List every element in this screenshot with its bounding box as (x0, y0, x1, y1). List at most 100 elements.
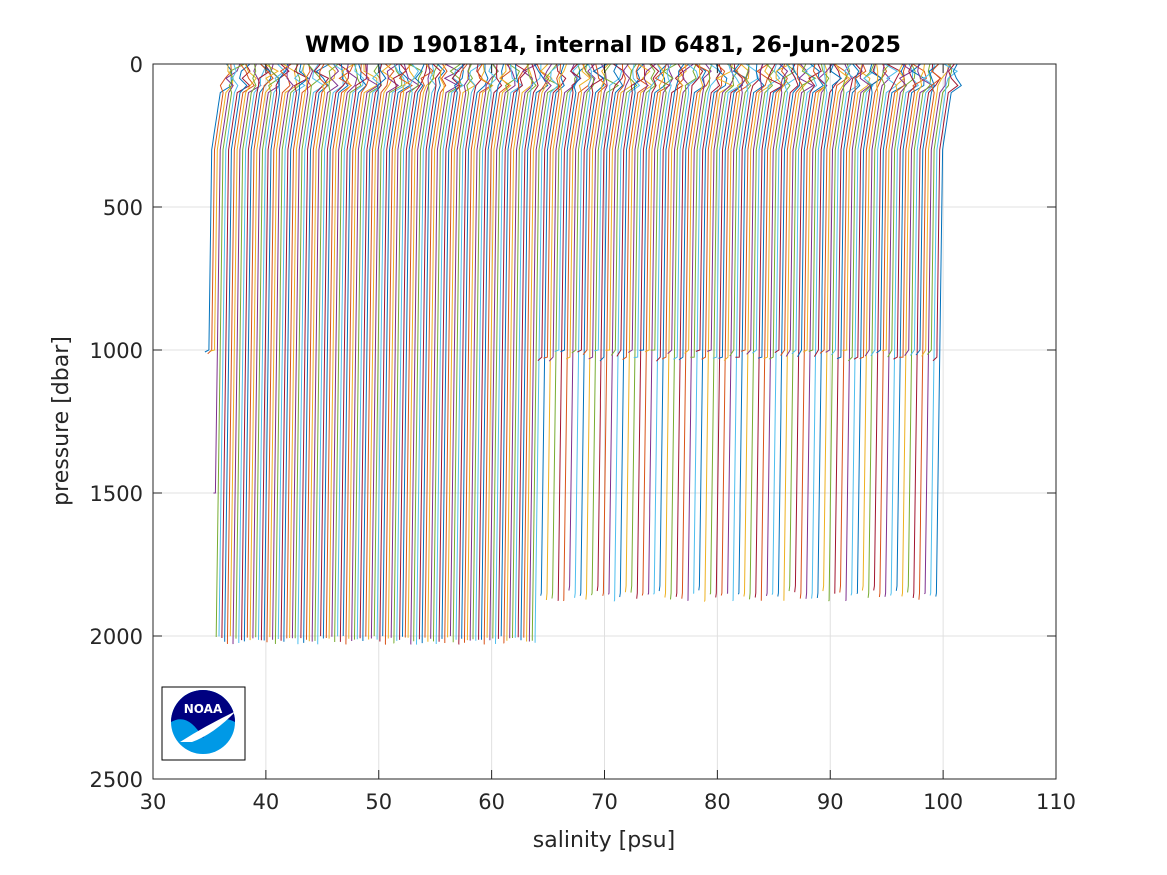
profile-line (260, 63, 290, 641)
profile-line (853, 63, 882, 360)
profile-line (568, 63, 596, 591)
profile-line (873, 63, 901, 591)
x-tick-label: 40 (253, 790, 280, 814)
profile-line (641, 63, 671, 596)
profile-line (387, 63, 416, 639)
profile-line (241, 63, 271, 641)
profile-line (633, 63, 662, 359)
profile-line (325, 63, 354, 638)
profile-line (585, 63, 609, 600)
profile-line (534, 63, 561, 643)
profile-line (351, 63, 380, 641)
profile-line (356, 63, 382, 640)
profile-line (670, 63, 697, 600)
profile-line (932, 63, 959, 362)
profile-line (320, 63, 350, 637)
profile-line (763, 63, 791, 360)
profile-line (447, 63, 476, 638)
y-tick-label: 2000 (90, 625, 143, 649)
profile-line (591, 63, 620, 596)
profile-line (639, 63, 668, 351)
profile-line (204, 63, 233, 353)
profile-line (882, 63, 905, 352)
profile-line (929, 63, 959, 596)
profile-line (252, 63, 280, 639)
x-tick-label: 110 (1036, 790, 1076, 814)
y-axis-label: pressure [dbar] (49, 336, 74, 506)
profile-line (703, 63, 734, 602)
profile-line (441, 63, 464, 639)
profile-line (218, 63, 239, 637)
profile-lines (204, 63, 962, 645)
profile-line (449, 63, 471, 637)
profile-line (808, 63, 830, 352)
profile-line (294, 63, 322, 639)
profile-line (723, 63, 750, 361)
profile-line (545, 63, 568, 601)
profile-line (494, 63, 523, 644)
profile-line (760, 63, 788, 601)
profile-line (799, 63, 827, 599)
profile-line (816, 63, 843, 599)
profile-line (599, 63, 624, 362)
profile-line (825, 63, 853, 353)
profile-line (486, 63, 512, 638)
profile-line (334, 63, 362, 642)
profile-line (475, 63, 498, 641)
profile-line (269, 63, 298, 638)
profile-line (732, 63, 760, 602)
profile-line (915, 63, 940, 356)
profile-line (712, 63, 742, 359)
profile-line (514, 63, 542, 638)
profile-line (410, 63, 431, 645)
profile-line (430, 63, 460, 639)
profile-line (774, 63, 799, 354)
profile-line (314, 63, 339, 641)
profile-line (884, 63, 914, 597)
x-tick-label: 90 (817, 790, 844, 814)
profile-line (656, 63, 684, 362)
profile-line (435, 63, 465, 645)
profile-line (861, 63, 879, 591)
profile-line (554, 63, 581, 352)
profile-line (797, 63, 824, 358)
profile-line (224, 63, 251, 642)
profile-line (709, 63, 739, 595)
profile-line (452, 63, 474, 643)
profile-line (681, 63, 711, 599)
profile-line (924, 63, 951, 595)
profile-line (376, 63, 406, 640)
profile-line (303, 63, 330, 643)
profile-line (769, 63, 796, 360)
profile-line (531, 63, 562, 641)
profile-line (890, 63, 920, 596)
x-tick-label: 50 (365, 790, 392, 814)
profile-line (466, 63, 494, 641)
chart-title: WMO ID 1901814, internal ID 6481, 26-Jun… (305, 33, 901, 58)
profile-line (926, 63, 953, 355)
profile-line (746, 63, 764, 355)
profile-line (718, 63, 748, 359)
y-axis-ticks: 0 500 1000 1500 2000 2500 (90, 53, 1056, 792)
profile-line (752, 63, 781, 354)
profile-line (345, 63, 370, 645)
profile-line (526, 63, 553, 642)
profile-line (842, 63, 871, 351)
profile-line (893, 63, 917, 360)
profile-line (707, 63, 735, 352)
profile-line (509, 63, 538, 639)
profile-line (675, 63, 704, 597)
profile-line (887, 63, 916, 358)
profile-line (464, 63, 493, 643)
y-tick-label: 500 (103, 196, 143, 220)
profile-line (749, 63, 775, 600)
profile-line (822, 63, 851, 592)
profile-line (404, 63, 434, 638)
profile-line (571, 63, 595, 354)
profile-line (478, 63, 503, 640)
profile-line (382, 63, 411, 637)
profile-line (402, 63, 425, 637)
profile-line (444, 63, 468, 643)
y-tick-label: 2500 (90, 768, 143, 792)
